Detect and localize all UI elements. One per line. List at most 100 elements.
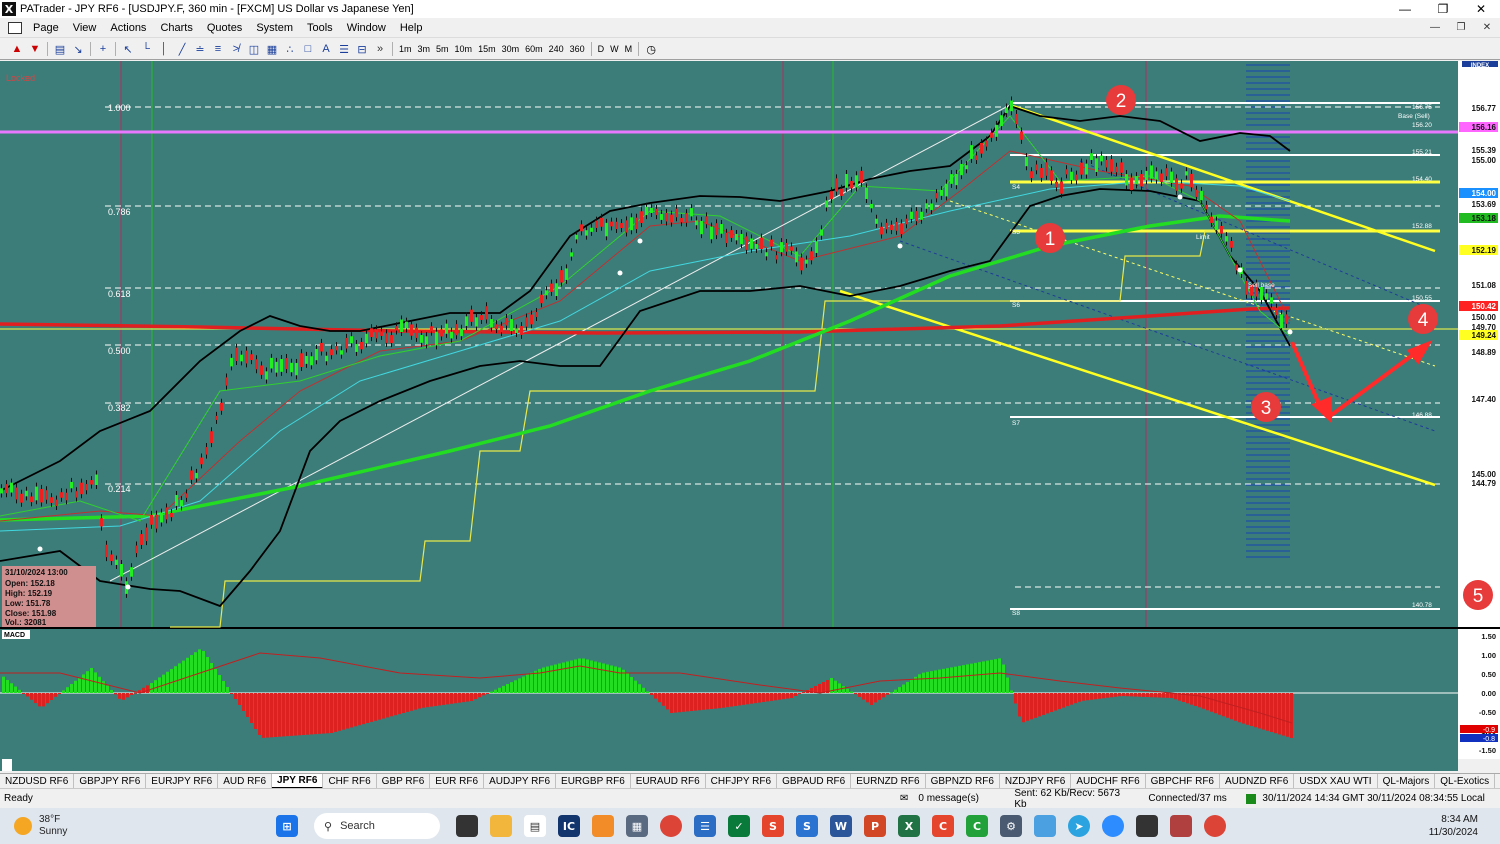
horizontal-line-icon[interactable]: └ (142, 43, 150, 55)
menu-view[interactable]: View (72, 21, 97, 34)
chart-page-icon[interactable] (8, 21, 22, 34)
weather-widget[interactable]: 38°F Sunny (0, 814, 120, 838)
calculator-icon[interactable]: ▦ (626, 815, 648, 837)
symbol-tab[interactable]: AUDCHF RF6 (1071, 774, 1146, 789)
menu-help[interactable]: Help (399, 21, 423, 34)
period-30m[interactable]: 30m (501, 44, 520, 54)
period-15m[interactable]: 15m (478, 44, 496, 54)
symbol-tab[interactable]: JPY RF6 (272, 774, 324, 789)
ic-app-icon[interactable]: IC (558, 815, 580, 837)
vertical-line-icon[interactable]: │ (160, 43, 168, 55)
menu-tools[interactable]: Tools (307, 21, 333, 34)
period-3m[interactable]: 3m (417, 44, 431, 54)
trading-app-icon[interactable]: ✓ (728, 815, 750, 837)
price-chart[interactable]: 1.000 0.786 0.618 0.500 0.382 0.214 1 2 (0, 61, 1500, 772)
period-240[interactable]: 240 (548, 44, 564, 54)
period-d[interactable]: D (597, 44, 605, 54)
levels-icon[interactable]: ☰ (339, 43, 349, 56)
symbol-tab[interactable]: AUD RF6 (218, 774, 273, 789)
store-app-icon[interactable] (1170, 815, 1192, 837)
crosshair-icon[interactable]: + (99, 43, 107, 55)
powerpoint-icon[interactable]: P (864, 815, 886, 837)
fib-arc-icon[interactable]: ◫ (248, 43, 260, 56)
excel-icon[interactable]: X (898, 815, 920, 837)
symbol-tab[interactable]: NZDUSD RF6 (0, 774, 75, 789)
symbol-tab[interactable]: CHF RF6 (323, 774, 377, 789)
menu-actions[interactable]: Actions (110, 21, 147, 34)
minimize-icon[interactable]: — (1399, 2, 1411, 16)
symbol-tab[interactable]: GBPCHF RF6 (1146, 774, 1220, 789)
chart-type-icon[interactable]: ▤ (54, 43, 66, 56)
trend-line-icon[interactable]: ╱ (178, 43, 186, 56)
c-green-app-icon[interactable]: C (966, 815, 988, 837)
fibonacci-icon[interactable]: ≡ (214, 43, 222, 55)
menu-page[interactable]: Page (33, 21, 59, 34)
menu-quotes[interactable]: Quotes (206, 21, 243, 34)
symbol-tab[interactable]: EURGBP RF6 (556, 774, 631, 789)
windows-start-icon[interactable]: ⊞ (276, 815, 298, 837)
chrome-2-icon[interactable] (1204, 815, 1226, 837)
mdi-restore-icon[interactable]: ❐ (1456, 22, 1466, 33)
clock-icon[interactable]: ◷ (646, 43, 656, 56)
period-360[interactable]: 360 (569, 44, 585, 54)
s-red-app-icon[interactable]: S (762, 815, 784, 837)
photos-icon[interactable] (1034, 815, 1056, 837)
menu-charts[interactable]: Charts (160, 21, 193, 34)
zoom-icon[interactable]: ↘ (73, 43, 83, 56)
period-1m[interactable]: 1m (399, 44, 412, 54)
menu-system[interactable]: System (256, 21, 293, 34)
menu-window[interactable]: Window (346, 21, 386, 34)
cursor-icon[interactable]: ↖ (123, 43, 133, 56)
sell-icon[interactable]: ▼ (29, 43, 41, 55)
symbol-tab[interactable]: AUDNZD RF6 (1220, 774, 1295, 789)
symbol-tab[interactable]: USDX RF6 (1495, 774, 1500, 789)
symbol-tab[interactable]: AUDJPY RF6 (484, 774, 557, 789)
close-icon[interactable]: ✕ (1475, 2, 1487, 16)
channel-icon[interactable]: ≐ (195, 43, 205, 56)
symbol-tab[interactable]: CHFJPY RF6 (706, 774, 778, 789)
fib-fan-icon[interactable]: ≯ (232, 43, 240, 55)
symbol-tab[interactable]: NZDJPY RF6 (1000, 774, 1072, 789)
symbol-tab[interactable]: GBPNZD RF6 (926, 774, 1000, 789)
symbol-tab[interactable]: EURAUD RF6 (631, 774, 706, 789)
rectangle-icon[interactable]: □ (304, 43, 312, 55)
ruler-icon[interactable]: ⊟ (357, 43, 367, 56)
task-view-icon[interactable] (456, 815, 478, 837)
taskbar-search[interactable]: ⚲ Search (314, 813, 440, 839)
symbol-tab[interactable]: EUR RF6 (430, 774, 485, 789)
system-clock[interactable]: 8:34 AM 11/30/2024 (1429, 813, 1478, 839)
zoom-app-icon[interactable] (1102, 815, 1124, 837)
symbol-tab[interactable]: EURJPY RF6 (146, 774, 219, 789)
period-60m[interactable]: 60m (525, 44, 543, 54)
more-tools-icon[interactable]: » (376, 43, 384, 55)
word-icon[interactable]: W (830, 815, 852, 837)
s-blue-app-icon[interactable]: S (796, 815, 818, 837)
symbol-tab[interactable]: EURNZD RF6 (851, 774, 926, 789)
buy-icon[interactable]: ▲ (11, 43, 23, 55)
symbol-tab[interactable]: QL-Majors (1378, 774, 1436, 789)
symbol-tab[interactable]: QL-Exotics (1435, 774, 1496, 789)
settings-icon[interactable]: ⚙ (1000, 815, 1022, 837)
pitchfork-icon[interactable]: ∴ (286, 43, 294, 56)
symbol-tab[interactable]: USDX XAU WTI (1294, 774, 1378, 789)
gann-icon[interactable]: ▦ (266, 43, 278, 56)
period-5m[interactable]: 5m (436, 44, 449, 54)
period-m[interactable]: M (624, 44, 633, 54)
feather-app-icon[interactable] (592, 815, 614, 837)
notepad-icon[interactable]: ☰ (694, 815, 716, 837)
patrader-icon[interactable]: ▤ (524, 815, 546, 837)
period-10m[interactable]: 10m (454, 44, 473, 54)
c-red-app-icon[interactable]: C (932, 815, 954, 837)
mdi-close-icon[interactable]: ✕ (1482, 22, 1492, 33)
mdi-minimize-icon[interactable]: — (1430, 22, 1440, 33)
symbol-tab[interactable]: GBPAUD RF6 (777, 774, 852, 789)
symbol-tab[interactable]: GBPJPY RF6 (74, 774, 147, 789)
symbol-tab[interactable]: GBP RF6 (377, 774, 431, 789)
chrome-icon[interactable] (660, 815, 682, 837)
file-explorer-icon[interactable] (490, 815, 512, 837)
period-w[interactable]: W (610, 44, 619, 54)
text-icon[interactable]: A (322, 43, 330, 55)
restore-icon[interactable]: ❐ (1437, 2, 1449, 16)
telegram-icon[interactable]: ➤ (1068, 815, 1090, 837)
media-app-icon[interactable] (1136, 815, 1158, 837)
